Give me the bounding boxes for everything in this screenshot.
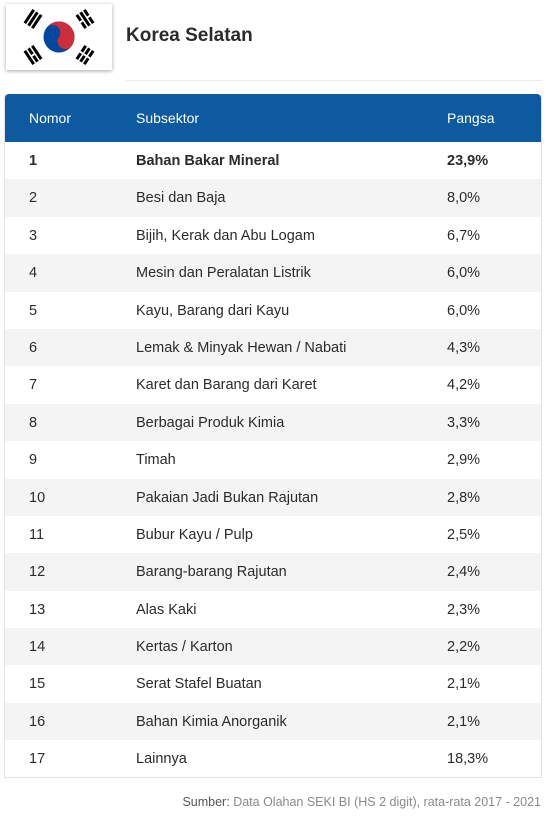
row-number: 3 xyxy=(29,227,38,244)
table-header: Nomor Subsektor Pangsa xyxy=(5,94,541,142)
source-label: Sumber: xyxy=(182,795,230,809)
row-subsector: Berbagai Produk Kimia xyxy=(136,414,285,431)
row-subsector: Barang-barang Rajutan xyxy=(136,564,287,581)
page-header: Korea Selatan xyxy=(0,0,550,84)
row-share: 8,0% xyxy=(447,190,481,207)
table-row: 4 Mesin dan Peralatan Listrik 6,0% xyxy=(5,254,541,292)
row-number: 17 xyxy=(29,751,46,768)
row-number: 11 xyxy=(29,526,45,543)
row-number: 10 xyxy=(29,489,46,506)
row-subsector: Lainnya xyxy=(136,751,187,768)
row-number: 14 xyxy=(29,639,46,656)
row-subsector: Serat Stafel Buatan xyxy=(136,676,262,693)
column-header-nomor: Nomor xyxy=(29,110,72,126)
row-subsector: Bahan Bakar Mineral xyxy=(136,153,280,169)
table-row: 2 Besi dan Baja 8,0% xyxy=(5,179,541,217)
row-number: 9 xyxy=(29,452,38,469)
row-share: 3,3% xyxy=(447,414,481,431)
table-body: 1 Bahan Bakar Mineral 23,9% 2 Besi dan Baja… xyxy=(5,142,541,777)
table-row: 10 Pakaian Jadi Bukan Rajutan 2,8% xyxy=(5,478,541,516)
row-subsector: Lemak & Minyak Hewan / Nabati xyxy=(136,339,347,356)
row-subsector: Mesin dan Peralatan Listrik xyxy=(136,265,311,282)
table-row: 12 Barang-barang Rajutan 2,4% xyxy=(5,553,541,591)
row-share: 6,0% xyxy=(447,302,481,319)
row-subsector: Kertas / Karton xyxy=(136,639,233,656)
table-row: 1 Bahan Bakar Mineral 23,9% xyxy=(5,142,541,179)
table-row: 13 Alas Kaki 2,3% xyxy=(5,591,541,628)
row-subsector: Besi dan Baja xyxy=(136,190,226,207)
row-share: 2,3% xyxy=(447,601,481,618)
table-row: 16 Bahan Kimia Anorganik 2,1% xyxy=(5,702,541,741)
table-row: 15 Serat Stafel Buatan 2,1% xyxy=(5,665,541,702)
row-share: 2,5% xyxy=(447,526,481,543)
table-row: 6 Lemak & Minyak Hewan / Nabati 4,3% xyxy=(5,328,541,367)
row-share: 2,2% xyxy=(447,639,481,656)
row-share: 2,1% xyxy=(447,676,481,693)
row-subsector: Pakaian Jadi Bukan Rajutan xyxy=(136,489,319,506)
table-row: 7 Karet dan Barang dari Karet 4,2% xyxy=(5,366,541,403)
table-row: 5 Kayu, Barang dari Kayu 6,0% xyxy=(5,292,541,329)
row-share: 6,7% xyxy=(447,227,481,244)
row-share: 18,3% xyxy=(447,751,489,768)
row-subsector: Kayu, Barang dari Kayu xyxy=(136,302,290,319)
row-share: 6,0% xyxy=(447,265,481,282)
row-number: 2 xyxy=(29,190,38,207)
south-korea-flag-icon xyxy=(6,4,112,70)
column-header-subsektor: Subsektor xyxy=(136,110,200,126)
row-number: 12 xyxy=(29,564,46,581)
row-share: 2,8% xyxy=(447,489,481,506)
row-number: 6 xyxy=(29,339,38,356)
subsector-table: Nomor Subsektor Pangsa 1 Bahan Bakar Mine… xyxy=(4,94,542,778)
table-row: 11 Bubur Kayu / Pulp 2,5% xyxy=(5,516,541,553)
row-number: 15 xyxy=(29,676,46,693)
column-header-pangsa: Pangsa xyxy=(447,110,495,126)
row-subsector: Timah xyxy=(136,452,176,469)
source-note: Sumber: Data Olahan SEKI BI (HS 2 digit)… xyxy=(182,795,541,809)
row-subsector: Karet dan Barang dari Karet xyxy=(136,377,317,394)
header-divider xyxy=(126,80,542,81)
table-row: 9 Timah 2,9% xyxy=(5,441,541,478)
row-share: 23,9% xyxy=(447,153,489,169)
row-number: 5 xyxy=(29,302,38,319)
row-share: 2,9% xyxy=(447,452,481,469)
row-number: 13 xyxy=(29,601,46,618)
table-row: 3 Bijih, Kerak dan Abu Logam 6,7% xyxy=(5,217,541,254)
row-number: 7 xyxy=(29,377,38,394)
table-row: 8 Berbagai Produk Kimia 3,3% xyxy=(5,403,541,442)
row-share: 4,2% xyxy=(447,377,481,394)
row-share: 2,4% xyxy=(447,564,481,581)
row-subsector: Bubur Kayu / Pulp xyxy=(136,526,253,543)
country-title: Korea Selatan xyxy=(126,25,253,46)
row-share: 4,3% xyxy=(447,339,481,356)
row-subsector: Bahan Kimia Anorganik xyxy=(136,713,287,730)
row-number: 16 xyxy=(29,713,46,730)
row-number: 8 xyxy=(29,414,38,431)
row-share: 2,1% xyxy=(447,713,481,730)
table-row: 17 Lainnya 18,3% xyxy=(5,740,541,777)
row-number: 4 xyxy=(29,265,38,282)
table-row: 14 Kertas / Karton 2,2% xyxy=(5,628,541,666)
source-text: Data Olahan SEKI BI (HS 2 digit), rata-r… xyxy=(233,795,541,809)
row-number: 1 xyxy=(29,153,38,169)
row-subsector: Bijih, Kerak dan Abu Logam xyxy=(136,227,315,244)
row-subsector: Alas Kaki xyxy=(136,601,197,618)
